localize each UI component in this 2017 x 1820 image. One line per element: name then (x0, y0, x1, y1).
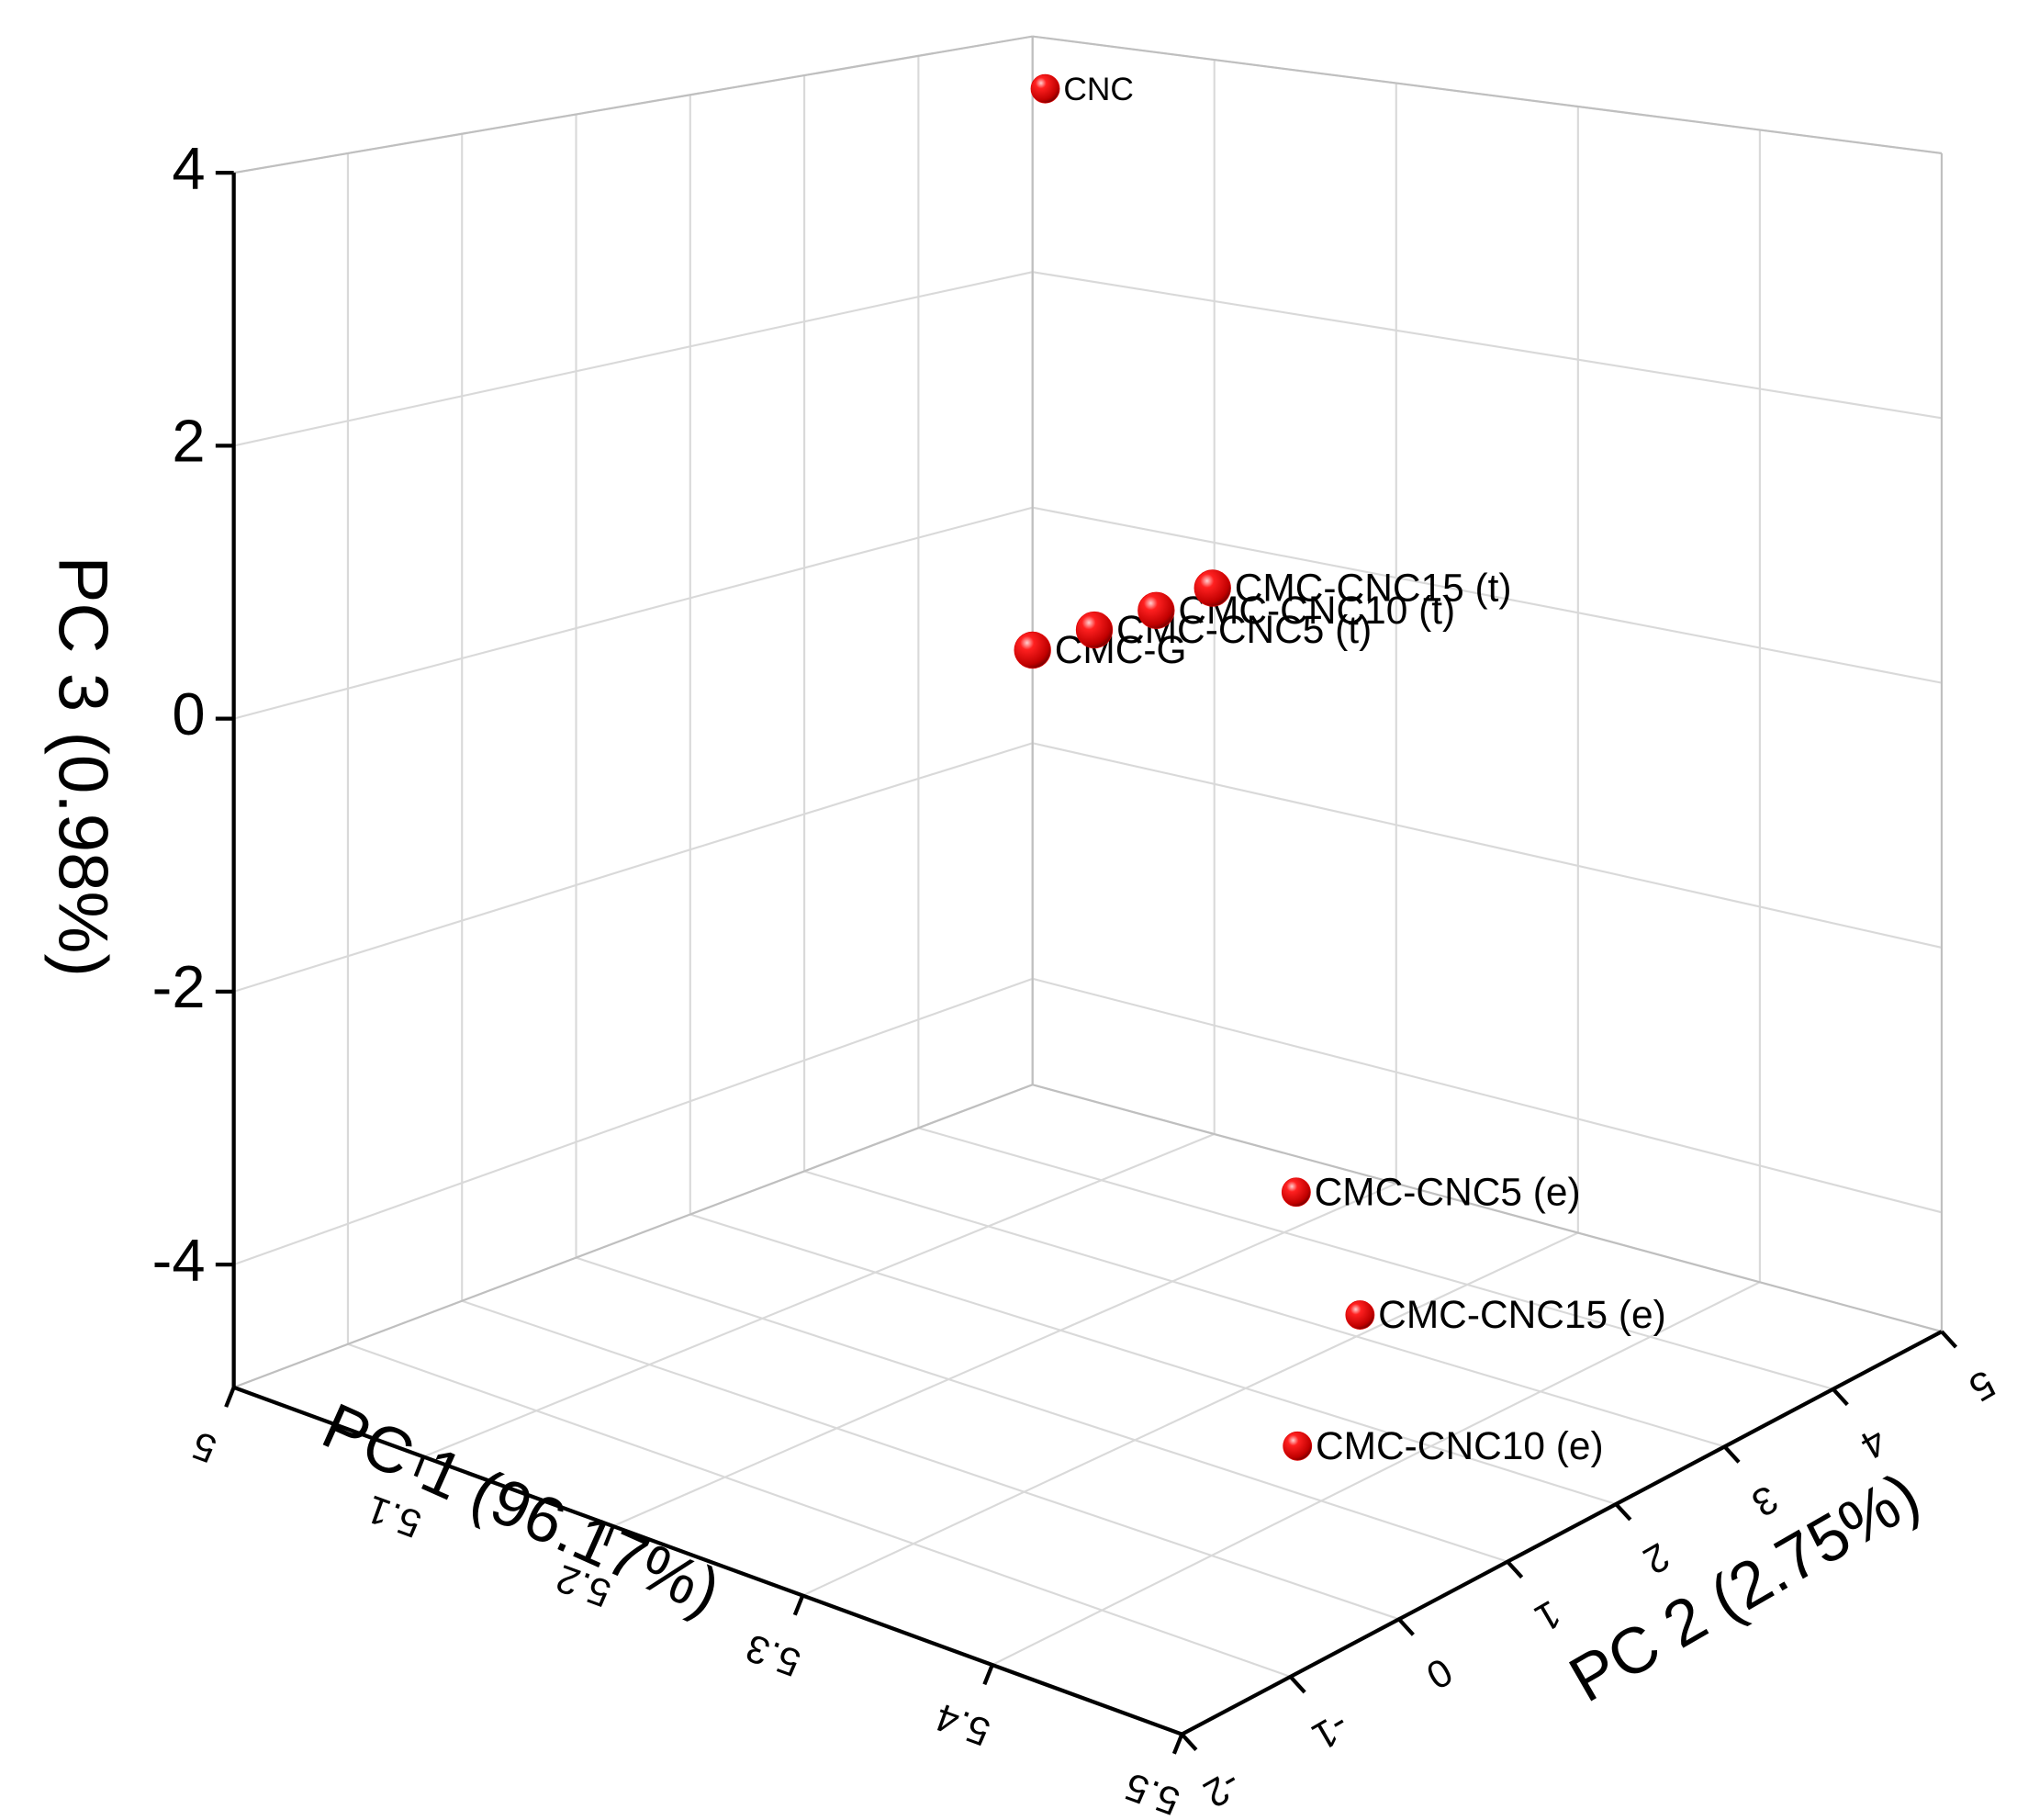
grid-line (1032, 506, 1943, 684)
x-tick-label: 5.4 (930, 1695, 996, 1754)
frame (231, 35, 1944, 1736)
grid-line (461, 1299, 1400, 1621)
x-tick (982, 1664, 994, 1686)
grid-line (689, 1213, 1617, 1506)
x-tick (1171, 1733, 1184, 1755)
point (1014, 631, 1051, 669)
z-tick-label: 0 (172, 680, 205, 747)
y-axis (1181, 1330, 1943, 1736)
point (1193, 569, 1231, 607)
y-tick-label: 5 (1962, 1362, 2002, 1410)
wall-edge (1032, 1084, 1943, 1333)
x-tick (224, 1387, 236, 1408)
y-tick-label: 3 (1745, 1477, 1786, 1526)
point-label: CMC-CNC10 (e) (1316, 1424, 1604, 1467)
y-tick-label: -1 (1305, 1704, 1357, 1759)
y-tick-label: 2 (1636, 1534, 1676, 1583)
point-label: CMC-CNC15 (e) (1378, 1293, 1666, 1336)
grid-line (233, 742, 1033, 993)
point (1283, 1431, 1313, 1461)
y-tick-label: 1 (1528, 1592, 1568, 1641)
grid-line (803, 1170, 1725, 1448)
y-tick-label: 0 (1419, 1649, 1460, 1698)
z-tick-label: 4 (172, 134, 205, 201)
grid-line (233, 506, 1033, 720)
grid-line (1032, 271, 1943, 420)
point-label: CMC-CNC15 (t) (1235, 567, 1512, 610)
z-tick-label: -2 (152, 953, 206, 1020)
x-tick-label: 5 (186, 1423, 221, 1471)
grid-line (347, 1343, 1291, 1678)
y-tick (1722, 1444, 1741, 1464)
wall-edge (233, 35, 1033, 174)
grid-line (992, 1281, 1761, 1667)
grid-line (1032, 977, 1943, 1214)
point-label: CNC (1063, 72, 1134, 107)
grid-line (576, 1256, 1508, 1563)
x-tick (413, 1455, 426, 1477)
z-axis-title: PC 3 (0.98%) (44, 556, 122, 976)
x-tick (792, 1594, 805, 1616)
grid-line (918, 1127, 1834, 1390)
y-tick (1397, 1617, 1415, 1636)
point (1345, 1300, 1375, 1330)
grid-line (612, 1182, 1397, 1527)
x-tick-label: 5.5 (1119, 1765, 1185, 1820)
y-tick-label: -2 (1196, 1761, 1248, 1816)
y-tick (1940, 1330, 1958, 1349)
grid-line (801, 1231, 1579, 1597)
point (1137, 591, 1175, 629)
grid-line (233, 271, 1033, 447)
z-tick-label: -4 (152, 1226, 206, 1293)
z-tick-label: 2 (172, 408, 205, 475)
x-axis (232, 1385, 1183, 1736)
y-tick (1506, 1560, 1524, 1579)
wall-edge (1032, 35, 1943, 155)
grid-line (422, 1133, 1216, 1458)
wall-edge (233, 1084, 1034, 1388)
x-tick (603, 1525, 615, 1546)
grid-line (1032, 742, 1943, 949)
grid-line (233, 977, 1034, 1266)
point-label: CMC-CNC5 (e) (1315, 1170, 1581, 1213)
x-tick-label: 5.3 (740, 1626, 806, 1685)
y-axis-title: PC 2 (2.75%) (1557, 1458, 1931, 1716)
y-tick (1832, 1387, 1849, 1407)
point (1281, 1177, 1311, 1208)
point (1075, 611, 1114, 649)
y-tick (1614, 1502, 1632, 1522)
point-label: CMC-G (1055, 628, 1187, 671)
y-tick (1289, 1675, 1306, 1694)
point (1030, 73, 1060, 104)
y-tick (1180, 1733, 1198, 1752)
